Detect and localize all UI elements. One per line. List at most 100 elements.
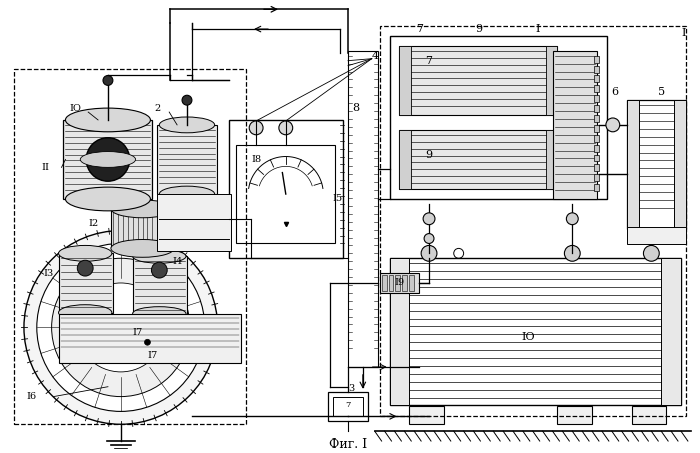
Text: 7: 7 — [345, 400, 351, 409]
Bar — [158, 194, 232, 251]
Bar — [389, 258, 681, 405]
Text: 9: 9 — [475, 24, 482, 34]
Circle shape — [52, 258, 190, 396]
Bar — [594, 174, 599, 181]
Bar — [594, 105, 599, 112]
Bar — [594, 135, 599, 142]
Ellipse shape — [86, 138, 130, 181]
Circle shape — [606, 118, 620, 132]
Text: I: I — [536, 24, 540, 34]
Bar — [132, 256, 187, 313]
Bar — [674, 100, 686, 229]
Bar — [410, 275, 414, 291]
Bar — [389, 258, 410, 405]
Bar — [14, 68, 246, 424]
Bar — [59, 313, 241, 363]
Text: I8: I8 — [251, 155, 261, 164]
Bar — [626, 100, 686, 229]
Text: 8: 8 — [352, 103, 360, 113]
Bar — [594, 154, 599, 161]
Bar — [594, 76, 599, 82]
Text: 7: 7 — [426, 56, 433, 66]
Text: I2: I2 — [88, 219, 98, 228]
Ellipse shape — [111, 200, 174, 218]
Bar — [379, 273, 419, 293]
Text: I6: I6 — [27, 392, 37, 401]
Bar — [557, 406, 592, 424]
Ellipse shape — [66, 187, 150, 211]
Circle shape — [423, 213, 435, 225]
Text: I5: I5 — [332, 194, 342, 203]
Circle shape — [424, 234, 434, 243]
Bar — [662, 258, 681, 405]
Bar — [400, 130, 412, 189]
Circle shape — [643, 246, 659, 261]
Bar — [389, 36, 607, 199]
Bar — [594, 95, 599, 102]
Bar — [237, 145, 335, 243]
Text: I: I — [682, 28, 686, 38]
Ellipse shape — [59, 305, 112, 321]
Bar — [402, 275, 407, 291]
Bar — [395, 275, 400, 291]
Ellipse shape — [111, 240, 174, 257]
Ellipse shape — [66, 108, 150, 132]
Bar — [626, 226, 686, 245]
Bar — [545, 46, 557, 115]
Bar — [64, 120, 153, 199]
Text: Фиг. I: Фиг. I — [329, 438, 367, 451]
Circle shape — [151, 262, 167, 278]
Bar — [594, 164, 599, 171]
Text: I3: I3 — [43, 269, 54, 278]
Bar — [594, 145, 599, 152]
Circle shape — [279, 121, 293, 135]
Bar — [400, 130, 557, 189]
Bar — [626, 100, 638, 229]
Text: IO: IO — [521, 333, 535, 342]
Text: 5: 5 — [658, 87, 665, 97]
Bar — [594, 184, 599, 191]
Circle shape — [566, 213, 578, 225]
Bar — [400, 46, 412, 115]
Text: 9: 9 — [426, 149, 433, 159]
Ellipse shape — [160, 117, 215, 133]
Bar — [594, 85, 599, 92]
Text: 6: 6 — [611, 87, 618, 97]
Text: II: II — [42, 163, 50, 172]
Bar — [594, 125, 599, 132]
Ellipse shape — [80, 152, 136, 167]
Text: 3: 3 — [348, 384, 354, 393]
Text: IO: IO — [69, 104, 81, 113]
Text: I4: I4 — [172, 257, 182, 266]
Bar — [594, 66, 599, 72]
Bar — [382, 275, 386, 291]
Bar — [389, 275, 393, 291]
Text: 4: 4 — [372, 51, 379, 61]
Bar — [552, 51, 597, 199]
Bar — [379, 26, 686, 416]
Text: I7: I7 — [132, 328, 143, 337]
Bar — [158, 125, 216, 194]
Bar — [545, 130, 557, 189]
Text: I7: I7 — [147, 351, 158, 360]
Circle shape — [24, 231, 218, 424]
Bar — [333, 396, 363, 416]
Circle shape — [182, 95, 192, 105]
Bar — [348, 51, 378, 367]
Text: 7: 7 — [416, 24, 423, 34]
Bar — [328, 392, 368, 421]
Bar — [111, 209, 175, 248]
Circle shape — [37, 243, 205, 411]
Bar — [594, 115, 599, 122]
Circle shape — [249, 121, 263, 135]
Text: I9: I9 — [394, 279, 405, 288]
Bar — [230, 120, 343, 258]
Bar — [59, 253, 113, 313]
Bar — [400, 46, 557, 115]
Text: 2: 2 — [154, 104, 160, 113]
Circle shape — [77, 260, 93, 276]
Ellipse shape — [132, 307, 186, 321]
Ellipse shape — [160, 186, 215, 202]
Ellipse shape — [132, 250, 186, 263]
Circle shape — [76, 283, 165, 372]
